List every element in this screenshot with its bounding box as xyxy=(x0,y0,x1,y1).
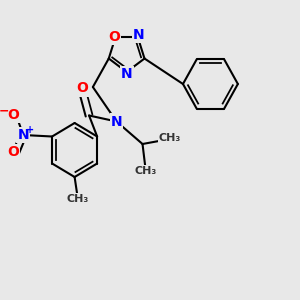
Text: N: N xyxy=(17,128,29,142)
Text: O: O xyxy=(108,30,120,44)
Text: CH₃: CH₃ xyxy=(66,194,88,204)
Text: N: N xyxy=(111,115,122,128)
Text: CH₃: CH₃ xyxy=(159,133,181,143)
Text: −: − xyxy=(0,104,9,118)
Text: O: O xyxy=(76,82,88,95)
Text: O: O xyxy=(7,146,19,159)
Text: O: O xyxy=(7,108,19,122)
Text: N: N xyxy=(121,68,132,81)
Text: N: N xyxy=(133,28,144,42)
Text: CH₃: CH₃ xyxy=(134,166,157,176)
Text: +: + xyxy=(26,125,34,136)
